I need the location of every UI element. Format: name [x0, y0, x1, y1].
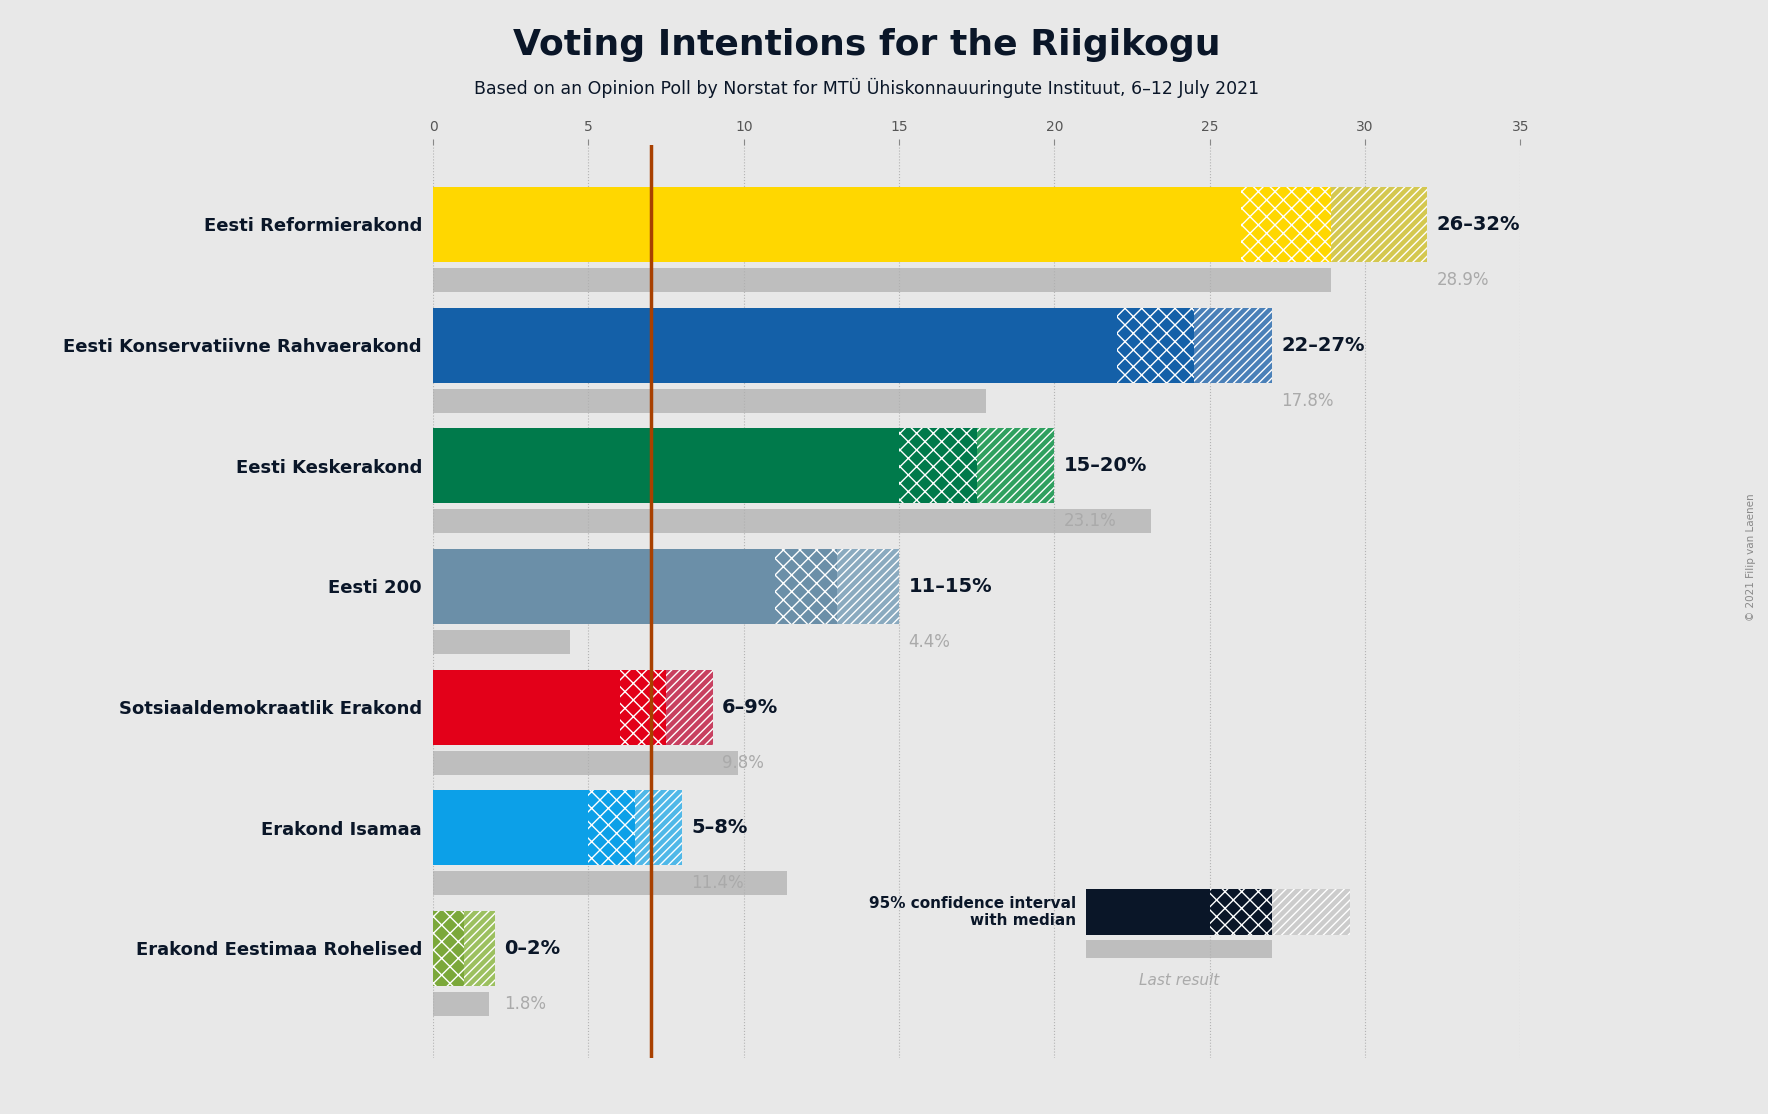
Text: 11.4%: 11.4%	[691, 874, 744, 892]
Bar	[433, 791, 589, 866]
Bar	[836, 549, 900, 624]
Text: 28.9%: 28.9%	[1437, 271, 1489, 289]
Text: 17.8%: 17.8%	[1282, 392, 1333, 410]
Text: 5–8%: 5–8%	[691, 819, 748, 838]
Text: 15–20%: 15–20%	[1064, 457, 1147, 476]
Bar	[433, 549, 774, 624]
Bar	[589, 791, 635, 866]
Bar	[1117, 307, 1195, 382]
Bar	[433, 751, 737, 774]
Text: 4.4%: 4.4%	[909, 633, 951, 651]
Bar	[433, 307, 1117, 382]
Bar	[667, 670, 713, 744]
Bar	[900, 429, 978, 504]
Bar	[1209, 889, 1271, 936]
Text: 9.8%: 9.8%	[721, 754, 764, 772]
Bar	[1331, 187, 1427, 262]
Text: Last result: Last result	[1139, 973, 1218, 988]
Bar	[433, 389, 987, 412]
Bar	[433, 509, 1151, 534]
Text: 95% confidence interval
with median: 95% confidence interval with median	[870, 896, 1077, 928]
Bar	[433, 429, 900, 504]
Text: 23.1%: 23.1%	[1064, 512, 1117, 530]
Bar	[433, 911, 465, 986]
Text: 1.8%: 1.8%	[504, 995, 546, 1013]
Bar	[619, 670, 667, 744]
Bar	[635, 791, 682, 866]
Bar	[1195, 307, 1271, 382]
Text: Based on an Opinion Poll by Norstat for MTÜ Ühiskonnauuringute Instituut, 6–12 J: Based on an Opinion Poll by Norstat for …	[474, 78, 1259, 98]
Bar	[433, 187, 1241, 262]
Bar	[433, 871, 787, 896]
Text: 6–9%: 6–9%	[721, 697, 778, 716]
Text: 0–2%: 0–2%	[504, 939, 560, 958]
Bar	[978, 429, 1054, 504]
Text: 22–27%: 22–27%	[1282, 335, 1365, 354]
Bar	[1086, 940, 1271, 958]
Bar	[465, 911, 495, 986]
Bar	[433, 629, 569, 654]
Bar	[433, 267, 1331, 292]
Bar	[1241, 187, 1331, 262]
Text: 11–15%: 11–15%	[909, 577, 992, 596]
Text: 26–32%: 26–32%	[1437, 215, 1520, 234]
Text: Voting Intentions for the Riigikogu: Voting Intentions for the Riigikogu	[513, 28, 1220, 62]
Text: © 2021 Filip van Laenen: © 2021 Filip van Laenen	[1745, 494, 1756, 620]
Bar	[433, 670, 619, 744]
Bar	[1086, 889, 1209, 936]
Bar	[433, 991, 490, 1016]
Bar	[1271, 889, 1349, 936]
Bar	[774, 549, 836, 624]
